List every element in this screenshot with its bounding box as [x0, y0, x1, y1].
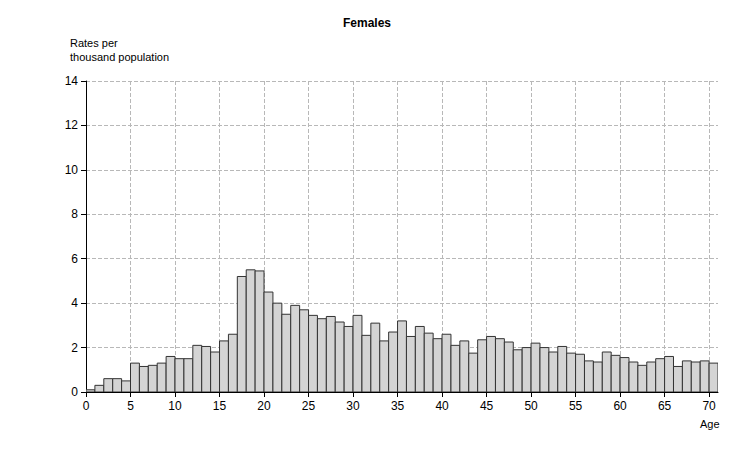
svg-text:50: 50: [524, 399, 538, 413]
svg-text:Rates per: Rates per: [70, 37, 118, 49]
svg-text:Age: Age: [700, 418, 720, 430]
svg-text:8: 8: [71, 207, 78, 221]
svg-text:35: 35: [391, 399, 405, 413]
svg-text:2: 2: [71, 341, 78, 355]
svg-text:65: 65: [658, 399, 672, 413]
svg-text:5: 5: [127, 399, 134, 413]
svg-text:70: 70: [702, 399, 716, 413]
svg-text:6: 6: [71, 252, 78, 266]
svg-text:10: 10: [65, 163, 79, 177]
svg-text:60: 60: [613, 399, 627, 413]
svg-text:45: 45: [480, 399, 494, 413]
svg-text:thousand population: thousand population: [70, 51, 169, 63]
svg-text:10: 10: [168, 399, 182, 413]
svg-text:30: 30: [346, 399, 360, 413]
svg-text:4: 4: [71, 296, 78, 310]
svg-text:25: 25: [302, 399, 316, 413]
svg-text:14: 14: [65, 74, 79, 88]
svg-text:15: 15: [213, 399, 227, 413]
svg-text:55: 55: [569, 399, 583, 413]
svg-text:0: 0: [71, 385, 78, 399]
svg-text:Females: Females: [343, 16, 391, 30]
svg-text:12: 12: [65, 118, 79, 132]
svg-text:20: 20: [257, 399, 271, 413]
svg-text:0: 0: [83, 399, 90, 413]
svg-text:40: 40: [435, 399, 449, 413]
